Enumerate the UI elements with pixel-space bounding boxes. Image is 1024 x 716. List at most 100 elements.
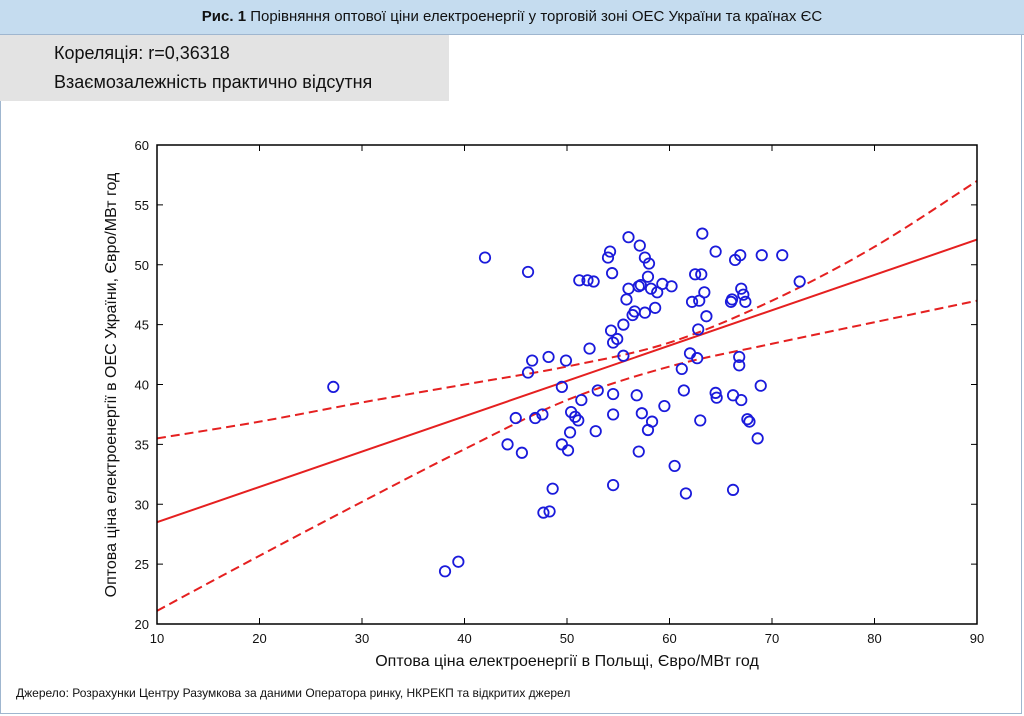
data-point [630, 389, 643, 402]
data-point [569, 410, 582, 423]
data-point [521, 265, 535, 279]
data-point [644, 282, 658, 295]
x-tick-label: 40 [457, 631, 471, 646]
correlation-box: Кореляція: r=0,36318 Взаємозалежність пр… [0, 35, 449, 101]
data-point [632, 445, 645, 458]
data-point [327, 380, 340, 393]
figure-caption: Порівняння оптової ціни електроенергії у… [246, 8, 823, 25]
data-point [698, 286, 711, 299]
data-point [607, 387, 620, 401]
data-point [620, 293, 633, 306]
data-point [628, 305, 641, 318]
x-tick-label: 20 [252, 631, 266, 646]
y-tick-label: 55 [135, 198, 149, 213]
data-point [611, 332, 624, 346]
data-point [559, 354, 573, 367]
data-point [607, 478, 620, 492]
data-point [603, 245, 617, 258]
data-point [573, 274, 586, 287]
data-point [710, 391, 723, 404]
x-tick-label: 30 [355, 631, 369, 646]
regression-line [157, 238, 977, 524]
data-point [726, 483, 740, 496]
data-point [793, 275, 806, 288]
x-tick-label: 70 [765, 631, 779, 646]
data-point [635, 407, 648, 420]
y-tick-label: 20 [135, 617, 149, 632]
data-point [689, 268, 702, 281]
x-tick-label: 60 [662, 631, 676, 646]
data-point [665, 280, 678, 293]
data-point [478, 251, 492, 264]
data-point [543, 505, 556, 518]
data-point [605, 267, 619, 280]
data-point [691, 352, 704, 365]
data-point [675, 362, 688, 376]
data-point [737, 288, 750, 301]
data-point [526, 354, 539, 367]
plot-area-frame [156, 144, 978, 625]
correlation-note: Взаємозалежність практично відсутня [54, 72, 373, 92]
data-point [733, 359, 746, 372]
data-point [751, 432, 764, 445]
data-point [709, 386, 722, 399]
data-point [438, 565, 452, 578]
data-point [591, 384, 604, 397]
data-point [529, 411, 542, 425]
data-point [755, 249, 768, 262]
data-point [452, 555, 465, 568]
data-point [733, 350, 746, 364]
figure-title: Рис. 1 Порівняння оптової ціни електроен… [0, 0, 1024, 35]
y-tick-label: 25 [135, 557, 149, 572]
data-point [679, 487, 693, 500]
data-point [634, 279, 647, 292]
data-point [607, 408, 620, 421]
data-point [743, 415, 756, 428]
data-point [668, 459, 681, 473]
data-point [734, 249, 747, 262]
data-point [677, 384, 690, 397]
data-point [735, 282, 748, 295]
data-point [709, 245, 722, 258]
data-point [572, 414, 585, 427]
data-point [537, 506, 550, 519]
data-points [327, 227, 806, 578]
data-point [645, 415, 659, 428]
x-tick-label: 90 [970, 631, 984, 646]
y-tick-label: 40 [135, 378, 149, 393]
data-point [617, 318, 630, 331]
data-point [741, 413, 754, 426]
data-point [658, 399, 671, 413]
data-point [583, 342, 596, 355]
data-point [546, 482, 559, 495]
regression-layer [157, 180, 977, 612]
data-point [501, 438, 514, 451]
data-point [604, 324, 618, 337]
data-point [776, 249, 789, 262]
y-tick-label: 45 [135, 318, 149, 333]
data-point [649, 301, 662, 314]
data-point [692, 323, 705, 336]
y-tick-label: 30 [135, 497, 149, 512]
data-point [561, 444, 575, 457]
data-point [555, 380, 568, 393]
data-point [515, 446, 529, 459]
data-point [700, 310, 713, 323]
data-point [589, 425, 602, 438]
correlation-value: Кореляція: r=0,36318 [54, 43, 230, 63]
y-tick-label: 60 [135, 138, 149, 153]
y-axis-label: Оптова ціна електроенергії в ОЕС України… [103, 172, 120, 597]
data-point [622, 282, 635, 295]
confidence-lower-line [157, 299, 977, 612]
source-note: Джерело: Розрахунки Центру Разумкова за … [16, 686, 571, 700]
data-point [587, 275, 600, 288]
data-point [694, 414, 707, 427]
x-tick-label: 80 [867, 631, 881, 646]
y-tick-label: 50 [135, 258, 149, 273]
data-point [555, 438, 568, 451]
data-point [685, 295, 699, 308]
data-point [542, 350, 555, 364]
data-point [521, 366, 535, 379]
data-point [581, 274, 594, 287]
